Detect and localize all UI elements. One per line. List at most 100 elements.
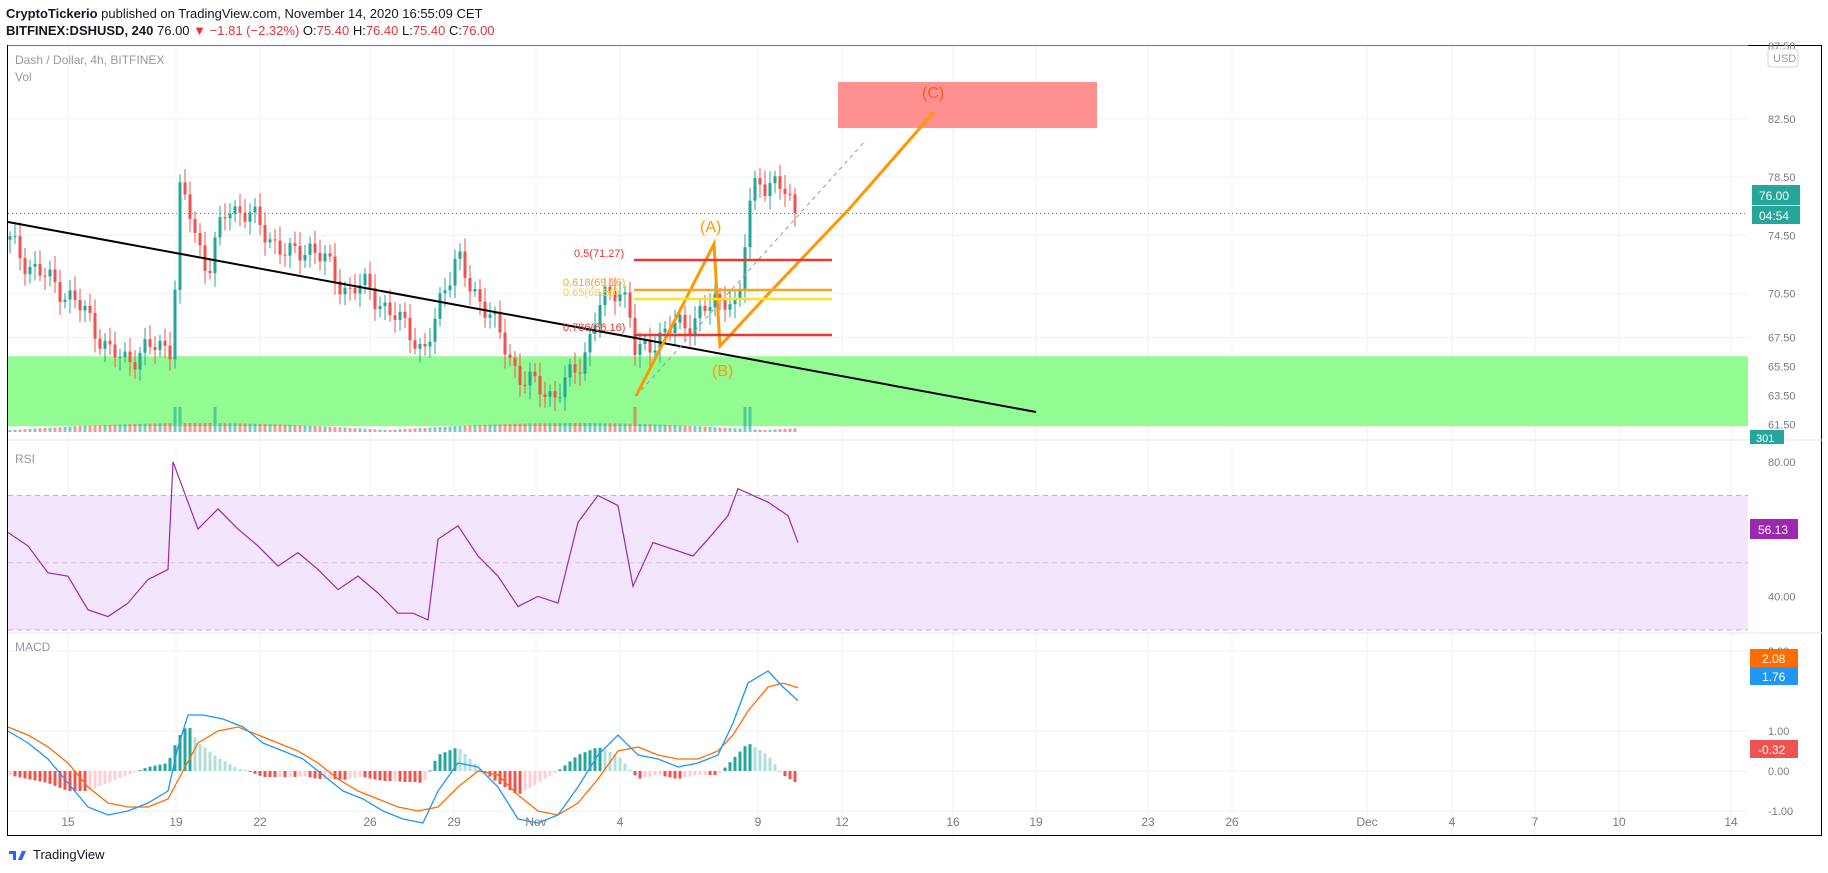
candle-body-91 [463, 251, 467, 278]
macd-hist-bar-9 [53, 771, 57, 786]
volume-bar-92 [468, 425, 472, 432]
candle-body-57 [293, 243, 297, 247]
volume-badge: 301 [1756, 433, 1774, 445]
volume-bar-152 [768, 429, 772, 432]
price-change: ▼ −1.81 (−2.32%) [193, 23, 300, 38]
candle-body-43 [223, 217, 227, 219]
candle-body-11 [63, 299, 67, 302]
candle-body-22 [118, 356, 122, 358]
macd-hist-bar-99 [503, 771, 507, 788]
volume-bar-38 [198, 423, 202, 432]
candle-body-42 [218, 217, 222, 238]
volume-bar-63 [323, 426, 327, 432]
volume-bar-31 [163, 423, 167, 432]
volume-bar-65 [333, 427, 337, 432]
macd-hist-bar-90 [458, 749, 462, 771]
volume-bar-90 [458, 426, 462, 432]
candle-body-118 [598, 305, 602, 326]
ohlc-high-label: H: [352, 23, 366, 38]
volume-bar-104 [528, 423, 532, 432]
macd-hist-bar-133 [673, 771, 677, 779]
macd-hist-bar-29 [153, 765, 157, 771]
macd-hist-bar-28 [148, 766, 152, 771]
publisher-name[interactable]: CryptoTickerio [6, 6, 98, 21]
macd-hist-bar-149 [753, 747, 757, 771]
drawings [7, 111, 1037, 413]
candle-body-99 [503, 332, 507, 355]
macd-hist-bar-87 [443, 752, 447, 771]
candle-body-139 [703, 305, 707, 311]
volume-bar-54 [278, 424, 282, 432]
symbol-name: BITFINEX:DSHUSD, 240 [6, 23, 154, 38]
candle-body-65 [333, 256, 337, 282]
x-tick-15: 7 [1532, 815, 1539, 829]
macd-signal-line [7, 682, 799, 816]
candle-body-104 [528, 371, 532, 386]
price-badges: USD 76.00 04:54 301 56.13 2.08 1.76 -0.3… [1750, 48, 1800, 758]
volume-bar-100 [508, 424, 512, 432]
macd-hist-bar-62 [318, 771, 322, 779]
candle-body-135 [683, 314, 687, 329]
candle-body-136 [688, 328, 692, 336]
candle-body-82 [418, 343, 422, 349]
candle-body-110 [558, 397, 562, 399]
volume-bar-113 [573, 423, 577, 432]
volume-bar-80 [408, 428, 412, 432]
x-tick-7: 9 [755, 815, 762, 829]
currency-badge[interactable]: USD [1773, 53, 1796, 65]
volume-bar-97 [493, 424, 497, 432]
x-tick-6: 4 [617, 815, 624, 829]
volume-bar-7 [43, 427, 47, 432]
candle-body-90 [458, 251, 462, 259]
volume-bar-0 [8, 430, 12, 432]
volume-bar-117 [593, 423, 597, 432]
candle-body-148 [748, 200, 752, 248]
volume-bar-134 [678, 425, 682, 432]
macd-pane [7, 670, 799, 824]
macd-hist-bar-97 [493, 771, 497, 781]
volume-bar-131 [663, 424, 667, 432]
candle-body-150 [758, 178, 762, 185]
price-tick-7: 82.50 [1768, 114, 1796, 126]
macd-hist-bar-16 [88, 771, 92, 791]
macd-hist-bar-35 [183, 728, 187, 771]
candle-body-152 [768, 183, 772, 197]
volume-bar-85 [433, 427, 437, 432]
candle-body-26 [138, 352, 142, 370]
candle-body-14 [78, 300, 82, 311]
candle-body-93 [473, 289, 477, 292]
volume-bar-75 [383, 429, 387, 432]
candle-body-114 [578, 372, 582, 374]
volume-bar-15 [83, 425, 87, 432]
macd-hist-bar-134 [678, 771, 682, 779]
volume-bar-26 [138, 423, 142, 432]
candle-body-70 [358, 285, 362, 294]
macd-hist-bar-25 [133, 771, 137, 773]
volume-bar-107 [543, 423, 547, 432]
macd-hist-bar-30 [158, 764, 162, 771]
macd-hist-bar-48 [248, 771, 252, 772]
rsi-tick-0: 40.00 [1768, 591, 1796, 603]
ohlc-open-label: O: [302, 23, 317, 38]
candle-body-151 [763, 184, 767, 197]
published-text: published on TradingView.com, November 1… [101, 6, 483, 21]
volume-bar-155 [783, 428, 787, 432]
candle-body-127 [643, 339, 647, 345]
volume-bar-59 [303, 425, 307, 432]
x-tick-4: 29 [447, 815, 461, 829]
candle-body-19 [103, 340, 107, 349]
price-tick-6: 78.50 [1768, 172, 1796, 184]
macd-hist-bar-142 [718, 771, 722, 773]
macd-hist-bar-46 [238, 769, 242, 771]
volume-bar-64 [328, 426, 332, 432]
footer[interactable]: TradingView [8, 847, 105, 862]
candle-body-49 [253, 206, 257, 213]
x-tick-8: 12 [835, 815, 849, 829]
volume-bar-101 [513, 423, 517, 432]
volume-bar-33 [173, 407, 177, 432]
currency-badge-box[interactable] [1767, 48, 1799, 68]
price-tick-3: 67.50 [1768, 332, 1796, 344]
candle-body-51 [263, 225, 267, 243]
macd-hist-bar-130 [658, 771, 662, 776]
